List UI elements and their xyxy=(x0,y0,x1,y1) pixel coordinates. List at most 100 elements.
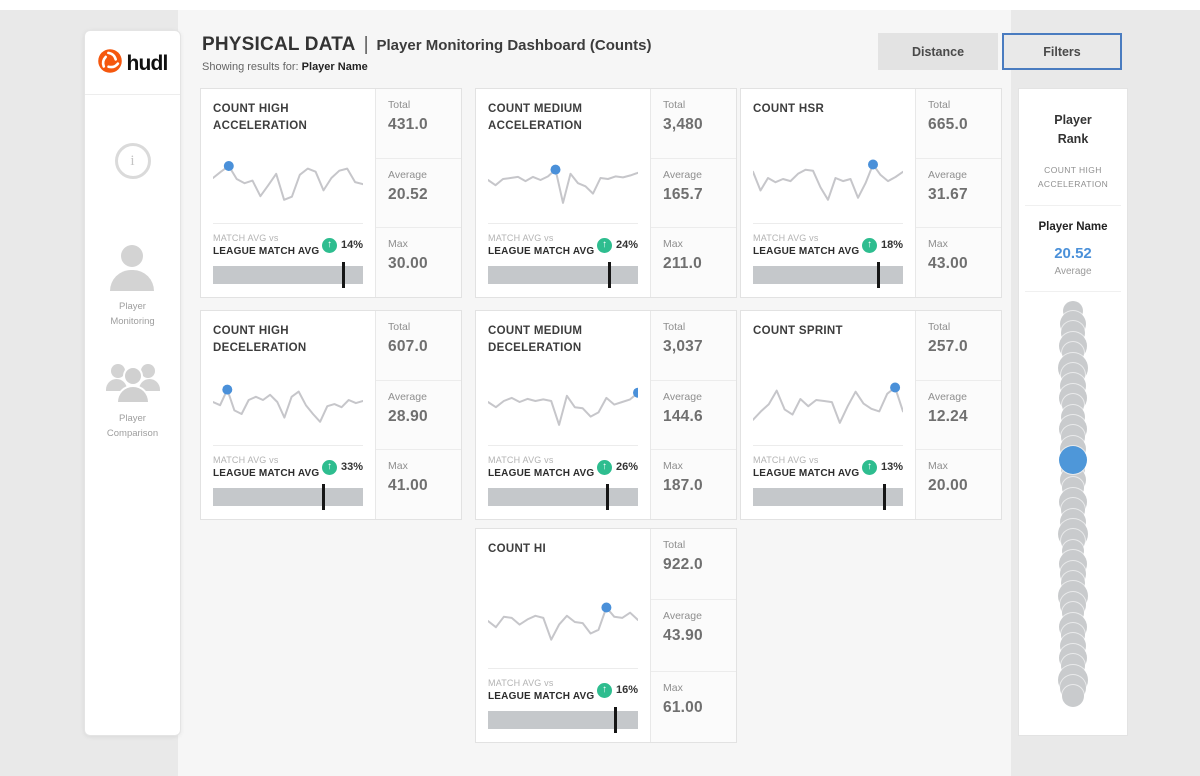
stat-average: Average 20.52 xyxy=(376,157,461,228)
match-avg-bar[interactable] xyxy=(488,262,638,288)
sparkline-chart xyxy=(753,159,903,201)
results-player-name: Player Name xyxy=(301,61,368,73)
rank-player-value: 20.52 xyxy=(1054,244,1092,262)
rank-strip-chart xyxy=(1056,300,1090,711)
rank-strip-highlight-circle[interactable] xyxy=(1059,446,1087,475)
up-arrow-icon: ↑ xyxy=(596,682,612,698)
stat-total: Total 257.0 xyxy=(928,321,968,355)
metric-card: COUNT HIGH ACCELERATION MATCH AVG vs LEA… xyxy=(200,88,462,298)
spark-highlight-dot[interactable] xyxy=(222,384,233,395)
stat-average: Average 43.90 xyxy=(651,599,736,670)
stat-max: Max 43.00 xyxy=(916,227,1001,297)
spark-highlight-dot[interactable] xyxy=(550,164,561,175)
title-separator: | xyxy=(363,34,369,55)
results-for: Showing results for: Player Name xyxy=(202,61,368,73)
rank-strip-circle[interactable] xyxy=(1062,685,1084,708)
sparkline-chart xyxy=(213,160,363,201)
pct-change-value: 14% xyxy=(340,239,363,251)
card-stats-pane: Total 607.0 Average 28.90 Max 41.00 xyxy=(375,311,461,519)
stat-total: Total 922.0 xyxy=(663,539,703,573)
divider xyxy=(213,445,363,446)
sidebar-item-label: Player Monitoring xyxy=(110,301,155,327)
comparison-labels: MATCH AVG vs LEAGUE MATCH AVG xyxy=(753,455,860,479)
card-chart-pane: COUNT HIGH ACCELERATION MATCH AVG vs LEA… xyxy=(201,89,375,297)
match-avg-bar[interactable] xyxy=(753,484,903,510)
card-chart-pane: COUNT MEDIUM DECELERATION MATCH AVG vs L… xyxy=(476,311,650,519)
stat-max: Max 211.0 xyxy=(651,227,736,297)
rank-panel-title: Player Rank xyxy=(1054,113,1092,146)
stat-max: Max 30.00 xyxy=(376,227,461,297)
spark-highlight-dot[interactable] xyxy=(633,387,638,398)
match-avg-bar[interactable] xyxy=(213,262,363,288)
match-avg-bar[interactable] xyxy=(488,707,638,733)
comparison-labels: MATCH AVG vs LEAGUE MATCH AVG xyxy=(213,233,320,257)
up-arrow-icon: ↑ xyxy=(596,459,612,475)
sidebar-item-player-monitoring[interactable]: Player Monitoring xyxy=(110,245,155,329)
card-stats-pane: Total 665.0 Average 31.67 Max 43.00 xyxy=(915,89,1001,297)
card-title: COUNT HIGH DECELERATION xyxy=(213,325,307,354)
hudl-logo[interactable]: hudl xyxy=(97,48,168,79)
card-title: COUNT MEDIUM ACCELERATION xyxy=(488,103,583,132)
sidebar-item-player-comparison[interactable]: Player Comparison xyxy=(105,363,160,441)
stat-max: Max 20.00 xyxy=(916,449,1001,519)
page-title: PHYSICAL DATA xyxy=(202,34,356,55)
spark-highlight-dot[interactable] xyxy=(868,159,878,170)
up-arrow-icon: ↑ xyxy=(861,237,877,253)
rank-metric-label: COUNT HIGH ACCELERATION xyxy=(1037,164,1109,189)
stat-max: Max 61.00 xyxy=(651,670,736,742)
up-arrow-icon: ↑ xyxy=(321,459,337,475)
sparkline-chart xyxy=(488,602,638,641)
info-icon[interactable]: i xyxy=(114,143,151,179)
league-avg-tick xyxy=(606,484,609,510)
card-chart-pane: COUNT HI MATCH AVG vs LEAGUE MATCH AVG ↑… xyxy=(476,529,650,742)
comparison-labels: MATCH AVG vs LEAGUE MATCH AVG xyxy=(488,233,595,257)
card-stats-pane: Total 257.0 Average 12.24 Max 20.00 xyxy=(915,311,1001,519)
card-title: COUNT HSR xyxy=(753,103,825,115)
card-stats-pane: Total 431.0 Average 20.52 Max 30.00 xyxy=(375,89,461,297)
divider xyxy=(488,668,638,669)
sidebar-item-label: Player Comparison xyxy=(106,413,159,440)
card-title: COUNT MEDIUM DECELERATION xyxy=(488,325,583,354)
spark-highlight-dot[interactable] xyxy=(890,382,901,393)
card-stats-pane: Total 922.0 Average 43.90 Max 61.00 xyxy=(650,529,736,742)
comparison-labels: MATCH AVG vs LEAGUE MATCH AVG xyxy=(213,455,320,479)
metric-card: COUNT SPRINT MATCH AVG vs LEAGUE MATCH A… xyxy=(740,310,1002,520)
card-stats-pane: Total 3,037 Average 144.6 Max 187.0 xyxy=(650,311,736,519)
page-subtitle: Player Monitoring Dashboard (Counts) xyxy=(376,37,652,54)
stat-max: Max 187.0 xyxy=(651,449,736,519)
player-rank-panel: Player Rank COUNT HIGH ACCELERATION Play… xyxy=(1018,88,1128,736)
sparkline-chart xyxy=(488,164,638,204)
stat-total: Total 607.0 xyxy=(388,321,428,355)
match-avg-bar[interactable] xyxy=(753,262,903,288)
comparison-labels: MATCH AVG vs LEAGUE MATCH AVG xyxy=(488,455,595,479)
card-chart-pane: COUNT MEDIUM ACCELERATION MATCH AVG vs L… xyxy=(476,89,650,297)
filters-button[interactable]: Filters xyxy=(1002,33,1122,70)
comparison-labels: MATCH AVG vs LEAGUE MATCH AVG xyxy=(753,233,860,257)
match-avg-bar[interactable] xyxy=(213,484,363,510)
stat-average: Average 31.67 xyxy=(916,157,1001,228)
metric-card: COUNT HI MATCH AVG vs LEAGUE MATCH AVG ↑… xyxy=(475,528,737,743)
rank-value-label: Average xyxy=(1054,265,1092,277)
card-title: COUNT SPRINT xyxy=(753,325,843,337)
match-avg-bar[interactable] xyxy=(488,484,638,510)
pct-change-value: 16% xyxy=(615,684,638,696)
sparkline-chart xyxy=(753,382,903,424)
sidebar-divider xyxy=(85,94,180,95)
league-avg-tick xyxy=(883,484,886,510)
stat-average: Average 12.24 xyxy=(916,379,1001,450)
league-avg-tick xyxy=(613,707,617,733)
pct-change-value: 24% xyxy=(615,239,638,251)
metric-card: COUNT MEDIUM ACCELERATION MATCH AVG vs L… xyxy=(475,88,737,298)
card-title: COUNT HI xyxy=(488,543,546,555)
sparkline-chart xyxy=(488,387,638,426)
stat-average: Average 165.7 xyxy=(651,157,736,228)
spark-highlight-dot[interactable] xyxy=(601,602,612,612)
stat-max: Max 41.00 xyxy=(376,449,461,519)
stat-total: Total 431.0 xyxy=(388,99,428,133)
stat-total: Total 3,480 xyxy=(663,99,703,133)
metric-card: COUNT MEDIUM DECELERATION MATCH AVG vs L… xyxy=(475,310,737,520)
metric-card: COUNT HIGH DECELERATION MATCH AVG vs LEA… xyxy=(200,310,462,520)
distance-button[interactable]: Distance xyxy=(878,33,998,70)
pct-change-value: 13% xyxy=(880,461,903,473)
spark-highlight-dot[interactable] xyxy=(223,160,234,171)
